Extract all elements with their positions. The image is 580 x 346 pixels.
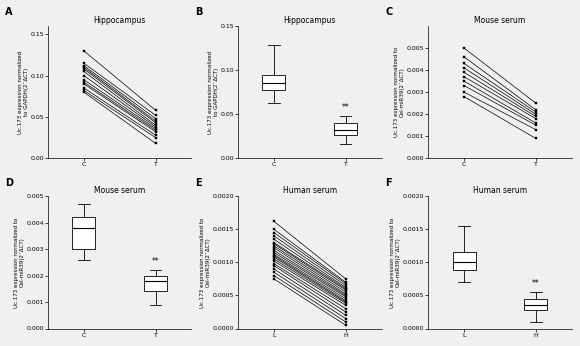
Title: Mouse serum: Mouse serum <box>474 16 525 25</box>
Title: Human serum: Human serum <box>283 186 337 195</box>
Bar <box>334 123 357 135</box>
Title: Hippocampus: Hippocampus <box>93 16 146 25</box>
Y-axis label: Uc.173 expression normalized to
Cel-miR39(2⁻ΔCT): Uc.173 expression normalized to Cel-miR3… <box>200 217 211 308</box>
Text: B: B <box>195 8 202 17</box>
Text: **: ** <box>342 103 350 112</box>
Text: E: E <box>195 177 202 188</box>
Title: Human serum: Human serum <box>473 186 527 195</box>
Text: **: ** <box>152 257 160 266</box>
Bar <box>524 299 548 310</box>
Bar <box>144 276 167 291</box>
Bar <box>263 74 285 90</box>
Y-axis label: Uc.173 expression normalized
to GAPDH(2⁻ΔCT): Uc.173 expression normalized to GAPDH(2⁻… <box>18 51 29 134</box>
Y-axis label: Uc.173 expression normalized to
Cel-miR39(2⁻ΔCT): Uc.173 expression normalized to Cel-miR3… <box>394 47 405 137</box>
Text: **: ** <box>532 279 539 288</box>
Y-axis label: Uc.173 expression normalized to
Cel-miR39(2⁻ΔCT): Uc.173 expression normalized to Cel-miR3… <box>14 217 25 308</box>
Text: D: D <box>5 177 13 188</box>
Y-axis label: Uc.173 expression normalized to
Cel-miR39(2⁻ΔCT): Uc.173 expression normalized to Cel-miR3… <box>390 217 401 308</box>
Title: Hippocampus: Hippocampus <box>284 16 336 25</box>
Text: F: F <box>385 177 392 188</box>
Title: Mouse serum: Mouse serum <box>94 186 146 195</box>
Bar <box>452 253 476 270</box>
Text: A: A <box>5 8 12 17</box>
Y-axis label: Uc.173 expression normalized
to GAPDH(2⁻ΔCT): Uc.173 expression normalized to GAPDH(2⁻… <box>208 51 219 134</box>
Text: C: C <box>385 8 393 17</box>
Bar <box>72 217 95 249</box>
